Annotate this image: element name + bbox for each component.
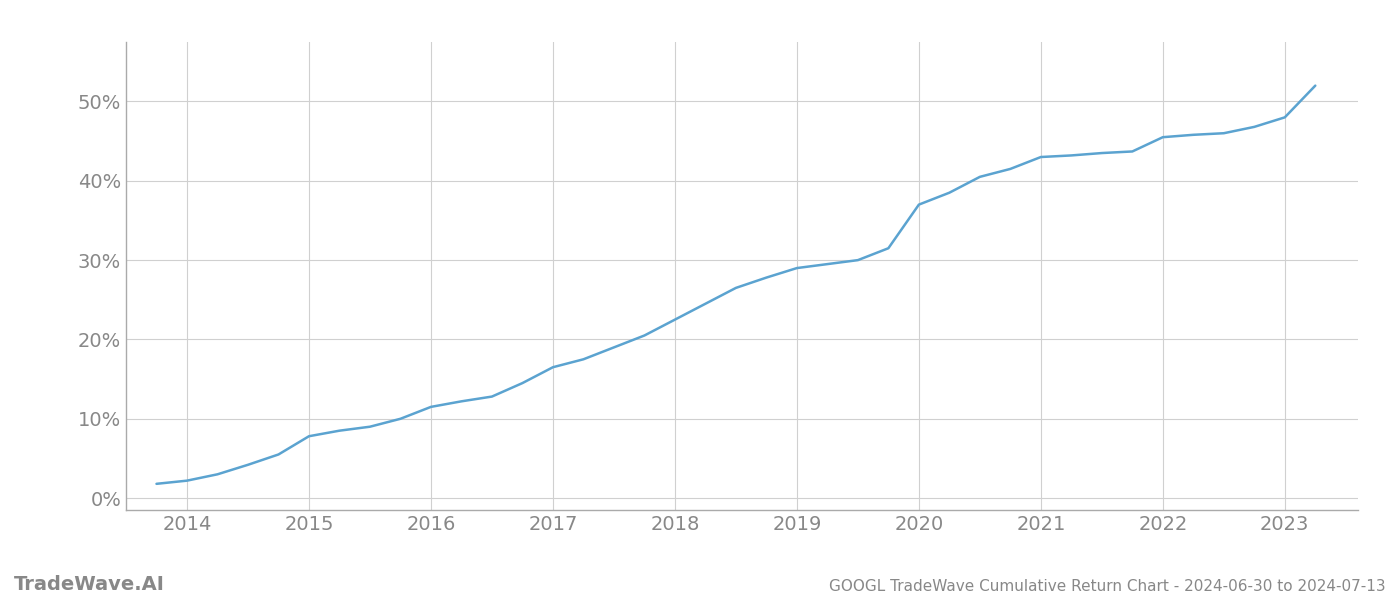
Text: GOOGL TradeWave Cumulative Return Chart - 2024-06-30 to 2024-07-13: GOOGL TradeWave Cumulative Return Chart … [829,579,1386,594]
Text: TradeWave.AI: TradeWave.AI [14,575,165,594]
